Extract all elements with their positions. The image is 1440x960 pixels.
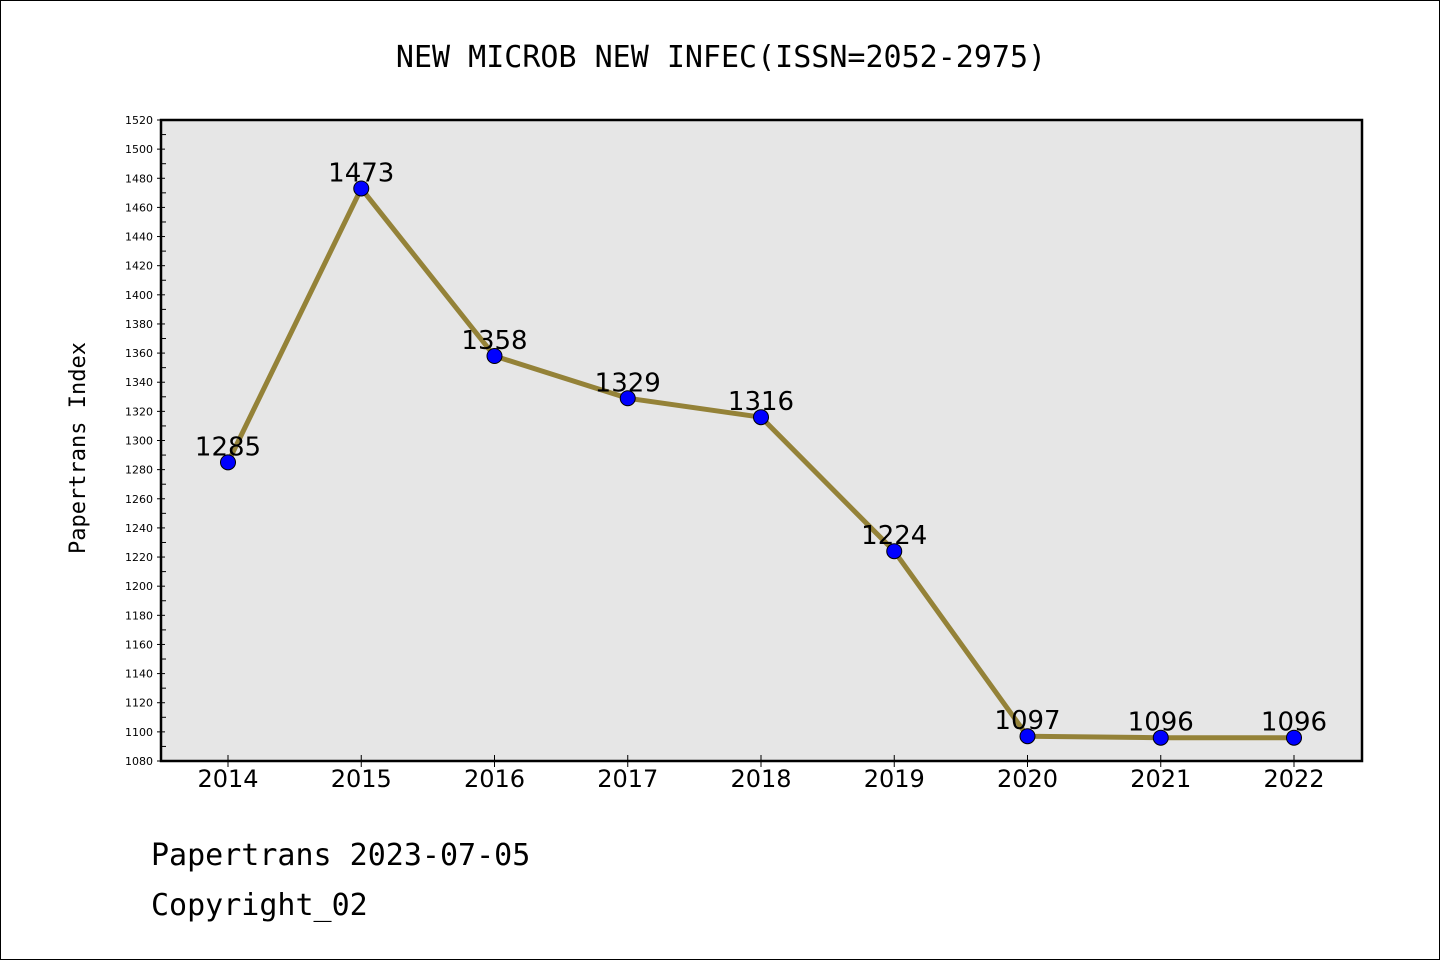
data-point: [353, 180, 370, 197]
x-axis: 2014 2015 2016 2017 2018 2019 2020 2021 2022: [197, 755, 1325, 793]
y-tick-label: 1280: [125, 464, 153, 477]
y-tick-label: 1100: [125, 726, 153, 739]
y-tick-label: 1500: [125, 143, 153, 156]
plot-frame: [159, 118, 1364, 763]
y-tick-label: 1140: [125, 668, 153, 681]
data-point: [886, 543, 903, 560]
chart-title: NEW MICROB NEW INFEC(ISSN=2052-2975): [396, 40, 1046, 75]
data-label: 1473: [328, 158, 394, 188]
x-tick-label: 2014: [197, 765, 258, 793]
y-tick-label: 1480: [125, 172, 153, 185]
y-tick-label: 1300: [125, 435, 153, 448]
data-point: [1286, 729, 1302, 746]
data-point: [753, 409, 769, 426]
data-label: 1096: [1261, 708, 1327, 738]
y-axis: 1080 1100 1120 1140 1160 1180 1200 1220 1240 1260…: [125, 114, 166, 768]
x-tick-label: 2018: [730, 765, 791, 793]
data-label: 1329: [595, 368, 661, 398]
y-tick-label: 1400: [125, 289, 153, 302]
x-tick-label: 2015: [331, 765, 392, 793]
x-tick-label: 2019: [864, 765, 925, 793]
y-tick-label: 1440: [125, 231, 153, 244]
data-point: [220, 454, 236, 471]
data-label: 1224: [861, 521, 927, 551]
y-tick-label: 1340: [125, 376, 153, 389]
y-tick-label: 1320: [125, 405, 153, 418]
x-tick-label: 2016: [464, 765, 525, 793]
x-tick-label: 2020: [997, 765, 1058, 793]
x-tick-label: 2021: [1130, 765, 1191, 793]
x-tick-label: 2017: [597, 765, 658, 793]
data-point: [1019, 728, 1036, 745]
y-tick-label: 1380: [125, 318, 153, 331]
y-axis-label: Papertrans Index: [66, 342, 91, 554]
x-tick-label: 2022: [1263, 765, 1324, 793]
y-tick-label: 1260: [125, 493, 153, 506]
y-tick-label: 1220: [125, 551, 153, 564]
y-tick-label: 1420: [125, 260, 153, 273]
data-point: [619, 390, 636, 407]
y-tick-label: 1080: [125, 755, 153, 768]
y-tick-label: 1180: [125, 609, 153, 622]
data-label: 1096: [1128, 708, 1194, 738]
y-tick-label: 1240: [125, 522, 153, 535]
data-label: 1097: [994, 706, 1060, 736]
data-label: 1285: [195, 432, 261, 462]
y-tick-label: 1360: [125, 347, 153, 360]
data-label: 1358: [461, 326, 527, 356]
data-label: 1316: [728, 387, 794, 417]
footer-copyright: Copyright_02: [151, 888, 368, 923]
y-tick-label: 1200: [125, 580, 153, 593]
plot-area: [161, 120, 1362, 761]
data-point: [1152, 729, 1169, 746]
y-tick-label: 1120: [125, 697, 153, 710]
y-tick-label: 1460: [125, 201, 153, 214]
y-tick-label: 1160: [125, 638, 153, 651]
series-layer: 1285 1473 1358 1329 1316 1224 1097 1096 1096: [195, 158, 1327, 746]
y-tick-label: 1520: [125, 114, 153, 127]
footer-date: Papertrans 2023-07-05: [151, 838, 530, 873]
data-point: [486, 348, 503, 365]
